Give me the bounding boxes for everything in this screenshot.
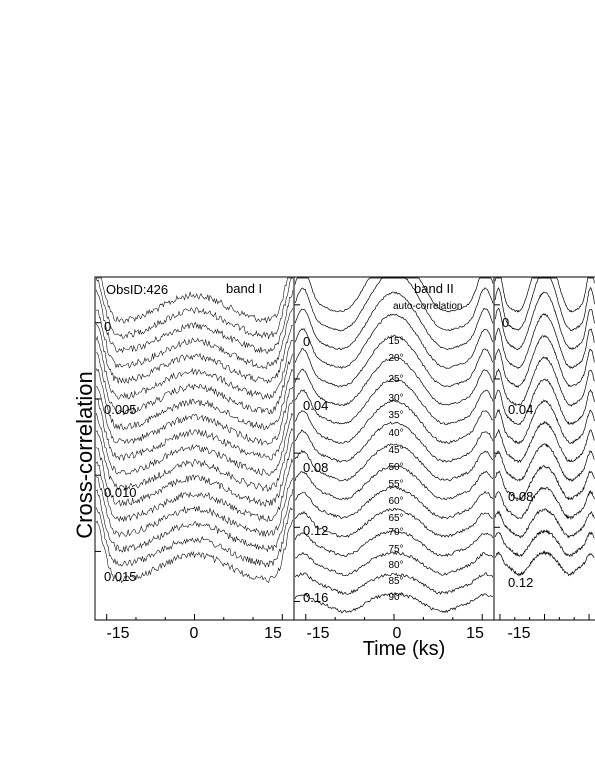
correlation-curve	[294, 572, 494, 596]
correlation-curve	[494, 312, 595, 369]
correlation-curve	[294, 291, 494, 350]
angle-label: 45°	[388, 445, 403, 456]
angle-label: 70°	[388, 527, 403, 538]
x-tick-label: -15	[507, 625, 530, 642]
correlation-curve	[95, 458, 294, 522]
band-2-offset-label: 0	[303, 334, 310, 349]
band-3-offset-label: 0	[502, 315, 509, 330]
correlation-curve	[494, 356, 595, 407]
band-3-offset-label: 0.08	[508, 489, 533, 504]
x-tick-label: 0	[190, 625, 199, 642]
correlation-curve	[294, 529, 494, 557]
obsid-label: ObsID:426	[106, 282, 168, 297]
panel-frame-band-3	[493, 276, 595, 621]
correlation-curve	[95, 427, 294, 492]
axis-ticks	[95, 304, 590, 620]
correlation-curve	[494, 277, 595, 332]
correlation-curve	[494, 291, 595, 351]
correlation-curve	[494, 378, 595, 425]
band-1-offset-label: 0.010	[104, 485, 137, 500]
band-2-label: band II	[414, 281, 454, 296]
angle-label: 25°	[388, 374, 403, 385]
band-2-offset-label: 0.16	[303, 590, 328, 605]
band-3-offset-label: 0.04	[508, 402, 533, 417]
correlation-curve	[494, 277, 595, 313]
correlation-curve	[95, 368, 294, 431]
correlation-curve	[294, 486, 494, 520]
band-1-offset-label: 0	[104, 319, 111, 334]
correlation-curve	[95, 488, 294, 553]
angle-label: 85°	[388, 576, 403, 587]
correlation-curve	[494, 507, 595, 539]
angle-label: 60°	[388, 496, 403, 507]
band-2-offset-label: 0.12	[303, 523, 328, 538]
x-tick-label: 15	[466, 625, 484, 642]
angle-label: 75°	[388, 544, 403, 555]
band-3-offset-label: 0.12	[508, 575, 533, 590]
angle-label: 40°	[388, 428, 403, 439]
correlation-curve	[95, 519, 294, 584]
correlation-curve	[95, 412, 294, 476]
correlation-curve	[96, 352, 294, 416]
correlation-curve	[494, 399, 595, 445]
x-tick-label: 0	[393, 625, 402, 642]
correlation-curve	[294, 465, 494, 501]
correlation-curve	[95, 385, 294, 447]
band-2-offset-label: 0.04	[303, 398, 328, 413]
curves	[95, 277, 595, 614]
correlation-curve	[95, 507, 294, 568]
x-tick-label: -15	[106, 625, 129, 642]
correlation-curve	[494, 464, 595, 501]
correlation-curve	[95, 335, 294, 400]
correlation-curve	[294, 378, 494, 426]
auto-correlation-label: auto-correlation	[393, 301, 462, 312]
correlation-curve	[494, 443, 595, 482]
x-tick-label: -15	[306, 625, 329, 642]
angle-label: 20°	[388, 353, 403, 364]
x-tick-label: 15	[264, 625, 282, 642]
correlation-curve	[494, 529, 595, 558]
angle-label: 30°	[388, 393, 403, 404]
x-axis-title: Time (ks)	[363, 638, 446, 660]
correlation-curve	[494, 550, 595, 577]
band-1-label: band I	[226, 281, 262, 296]
correlation-curve	[96, 307, 294, 370]
angle-label: 35°	[388, 410, 403, 421]
correlation-curve	[294, 507, 493, 538]
angle-label: 90°	[388, 592, 403, 603]
correlation-curve	[294, 399, 494, 444]
y-axis-title: Cross-correlation	[72, 371, 97, 539]
correlation-curve	[494, 420, 595, 464]
correlation-curve	[295, 550, 494, 577]
correlation-curve	[95, 323, 294, 384]
correlation-curve	[294, 313, 494, 370]
correlation-curve	[294, 334, 494, 388]
correlation-curve	[294, 421, 494, 463]
correlation-curve	[494, 335, 595, 389]
correlation-curve	[95, 442, 294, 508]
angle-label: 15°	[388, 336, 403, 347]
angle-label: 80°	[388, 560, 403, 571]
correlation-curve	[96, 277, 293, 324]
band-2-offset-label: 0.08	[303, 460, 328, 475]
angle-label: 65°	[388, 513, 403, 524]
band-1-offset-label: 0.015	[104, 569, 137, 584]
band-1-offset-label: 0.005	[104, 402, 137, 417]
angle-label: 55°	[388, 479, 403, 490]
correlation-curve	[294, 277, 494, 332]
correlation-curve	[95, 476, 294, 538]
correlation-curve	[494, 486, 595, 521]
correlation-curve	[95, 277, 293, 339]
correlation-curve	[96, 398, 294, 461]
correlation-curve	[95, 289, 294, 355]
correlation-curve	[294, 357, 494, 407]
angle-label: 50°	[388, 462, 403, 473]
correlation-curve	[294, 591, 493, 614]
correlation-curve	[294, 443, 494, 482]
